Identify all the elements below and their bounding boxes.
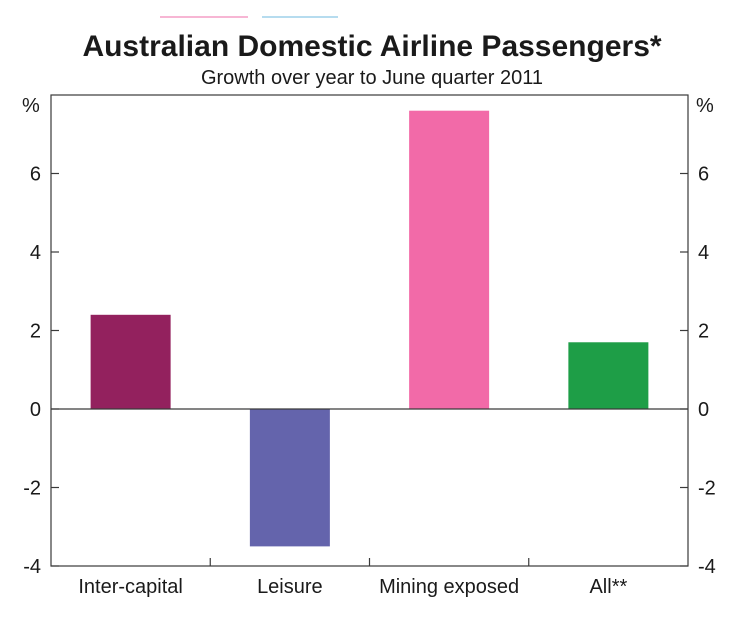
bar-inter-capital	[90, 314, 171, 409]
bars	[90, 110, 649, 547]
category-label: Inter-capital	[78, 576, 183, 598]
left-tick-label: 0	[30, 399, 41, 421]
category-label: Leisure	[257, 576, 323, 598]
left-tick-label: 6	[30, 164, 41, 186]
category-label: All**	[589, 576, 627, 598]
bar-mining-exposed	[409, 110, 490, 409]
bar-leisure	[249, 409, 330, 547]
chart-subtitle: Growth over year to June quarter 2011	[201, 67, 543, 89]
category-label: Mining exposed	[379, 576, 519, 598]
left-unit-label: %	[22, 95, 40, 117]
right-tick-label: -4	[698, 556, 716, 578]
left-tick-label: 4	[30, 242, 41, 264]
right-tick-label: -2	[698, 478, 716, 500]
right-unit-label: %	[696, 95, 714, 117]
bar-all	[568, 342, 649, 409]
left-axis-ticks: -4 -2 0 2 4 6	[23, 164, 59, 578]
right-tick-label: 4	[698, 242, 709, 264]
left-tick-label: 2	[30, 321, 41, 343]
category-labels: Inter-capital Leisure Mining exposed All**	[78, 576, 627, 598]
chart-title: Australian Domestic Airline Passengers*	[82, 30, 661, 63]
right-tick-label: 6	[698, 164, 709, 186]
left-tick-label: -4	[23, 556, 41, 578]
right-tick-label: 2	[698, 321, 709, 343]
left-tick-label: -2	[23, 478, 41, 500]
category-ticks	[209, 558, 530, 566]
right-axis-ticks: -4 -2 0 2 4 6	[680, 164, 716, 578]
right-tick-label: 0	[698, 399, 709, 421]
